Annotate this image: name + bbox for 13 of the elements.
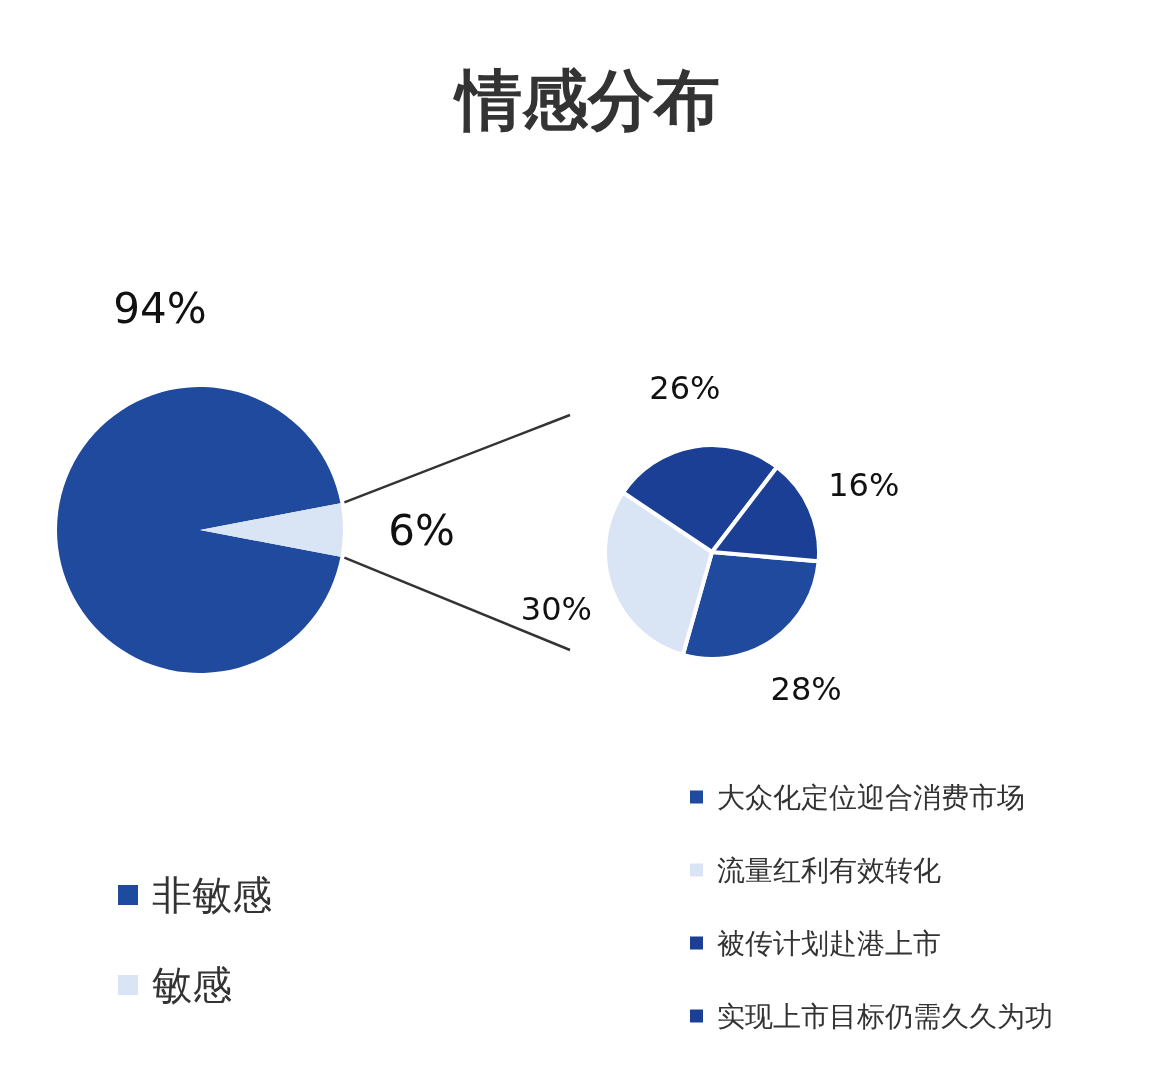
data-label: 28% bbox=[770, 669, 842, 708]
text: 情感分布 bbox=[452, 61, 720, 139]
data-label: 16% bbox=[828, 466, 900, 505]
legend-label: 非敏感 bbox=[152, 872, 272, 918]
data-label: 94% bbox=[113, 283, 207, 333]
legend-label: 大众化定位迎合消费市场 bbox=[717, 780, 1025, 814]
data-label: 30% bbox=[520, 590, 592, 629]
legend-label: 流量红利有效转化 bbox=[717, 853, 941, 887]
legend-label: 被传计划赴港上市 bbox=[717, 926, 941, 960]
data-label: 6% bbox=[388, 505, 455, 555]
data-label: 26% bbox=[649, 369, 721, 408]
legend-label: 实现上市目标仍需久久为功 bbox=[717, 999, 1053, 1033]
legend-label: 敏感 bbox=[152, 962, 232, 1008]
